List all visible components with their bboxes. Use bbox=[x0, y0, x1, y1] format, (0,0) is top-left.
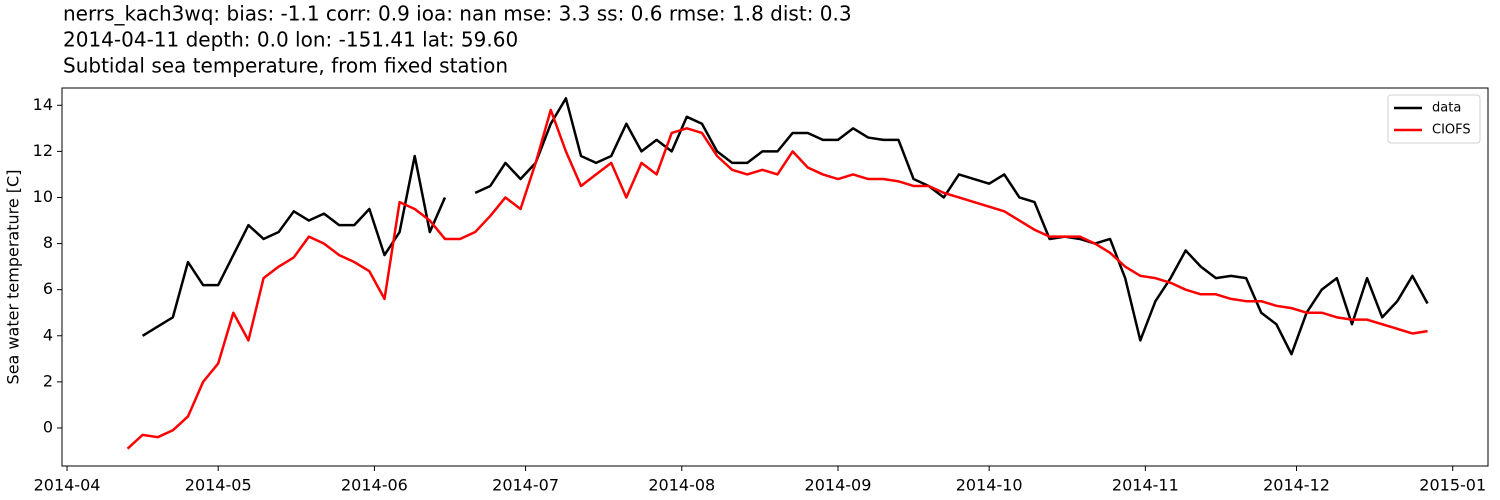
data-line bbox=[141, 97, 1429, 356]
x-tick-label: 2014-10 bbox=[956, 476, 1023, 495]
x-tick-label: 2014-05 bbox=[185, 476, 252, 495]
x-tick-label: 2014-04 bbox=[34, 476, 101, 495]
plot-frame bbox=[61, 87, 1489, 467]
y-tick-label: 10 bbox=[33, 187, 53, 206]
x-tick-label: 2015-01 bbox=[1419, 476, 1486, 495]
y-tick-label: 6 bbox=[43, 279, 53, 298]
data-line bbox=[126, 108, 1428, 450]
x-tick-label: 2014-11 bbox=[1112, 476, 1179, 495]
title-line: nerrs_kach3wq: bias: -1.1 corr: 0.9 ioa:… bbox=[63, 2, 852, 26]
y-tick-label: 2 bbox=[43, 371, 53, 390]
legend-label: CIOFS bbox=[1432, 123, 1471, 138]
legend-label: data bbox=[1432, 101, 1461, 116]
x-tick-label: 2014-07 bbox=[492, 476, 559, 495]
x-tick-label: 2014-06 bbox=[341, 476, 408, 495]
x-tick-label: 2014-12 bbox=[1263, 476, 1330, 495]
y-tick-label: 4 bbox=[43, 325, 53, 344]
y-tick-label: 0 bbox=[43, 417, 53, 436]
y-axis-label: Sea water temperature [C] bbox=[4, 170, 23, 385]
x-tick-label: 2014-09 bbox=[805, 476, 872, 495]
y-tick-label: 12 bbox=[33, 141, 53, 160]
y-tick-label: 8 bbox=[43, 233, 53, 252]
y-tick-label: 14 bbox=[33, 95, 53, 114]
x-tick-label: 2014-08 bbox=[648, 476, 715, 495]
title-line: Subtidal sea temperature, from fixed sta… bbox=[63, 54, 508, 78]
title-line: 2014-04-11 depth: 0.0 lon: -151.41 lat: … bbox=[63, 28, 518, 52]
